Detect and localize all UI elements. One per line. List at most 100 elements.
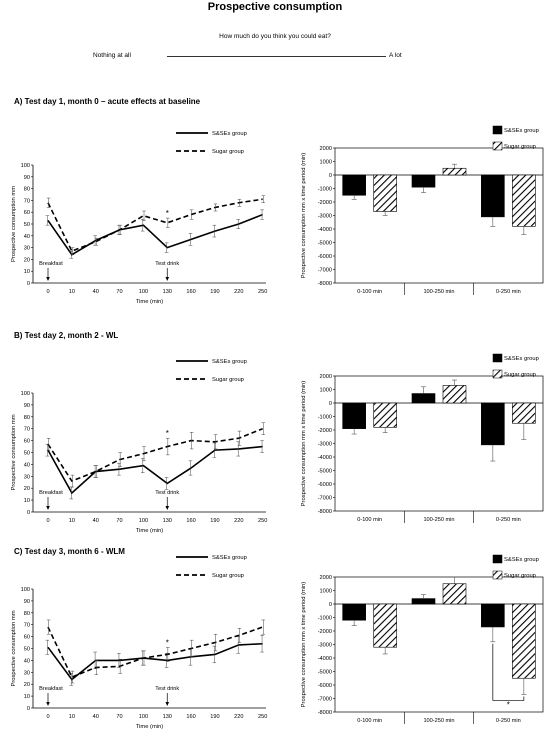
- x-tick-label: 0: [46, 714, 49, 720]
- sugar-bar: [512, 174, 536, 227]
- x-tick-label: 100: [139, 289, 148, 295]
- x-tick-label: 250: [258, 289, 267, 295]
- y-tick-label: 10: [24, 269, 30, 275]
- legend-label: S&SEs group: [504, 557, 539, 563]
- s-ses-bar: [481, 603, 505, 628]
- y-axis-label: Prospective consumption mm x time period…: [301, 381, 307, 507]
- x-tick-label: 100: [139, 714, 148, 720]
- y-tick-label: -1000: [318, 415, 332, 421]
- y-tick-label: 20: [24, 682, 30, 688]
- s-ses-bar: [411, 598, 436, 605]
- y-tick-label: 50: [24, 451, 30, 457]
- x-tick-label: 130: [163, 714, 172, 720]
- s-ses-bar: [481, 174, 505, 218]
- y-tick-label: 40: [24, 462, 30, 468]
- x-tick-label: 70: [116, 518, 122, 524]
- y-tick-label: -2000: [318, 428, 332, 434]
- category-label: 0-100 min: [357, 718, 382, 724]
- x-tick-label: 40: [93, 289, 99, 295]
- vas-right-anchor: A lot: [389, 52, 402, 59]
- x-tick-label: 220: [234, 289, 243, 295]
- sugar-bar: [442, 385, 467, 404]
- y-tick-label: 80: [24, 415, 30, 421]
- x-tick-label: 160: [186, 518, 195, 524]
- y-tick-label: -4000: [318, 227, 332, 233]
- x-tick-label: 10: [69, 518, 75, 524]
- marker-arrowhead: [46, 702, 50, 706]
- figure-title: Prospective consumption: [207, 1, 343, 13]
- y-tick-label: -1000: [318, 187, 332, 193]
- y-tick-label: 90: [24, 403, 30, 409]
- y-tick-label: -3000: [318, 214, 332, 220]
- legend-label: S&SEs group: [504, 356, 539, 362]
- marker-label: Test drink: [155, 261, 179, 267]
- y-tick-label: -3000: [318, 442, 332, 448]
- x-tick-label: 70: [116, 289, 122, 295]
- sugar-bar: [442, 583, 467, 605]
- x-tick-label: 250: [258, 714, 267, 720]
- marker-arrowhead: [165, 702, 170, 706]
- y-tick-label: -3000: [318, 643, 332, 649]
- x-tick-label: 220: [234, 714, 243, 720]
- y-tick-label: -6000: [318, 254, 332, 260]
- y-tick-label: -6000: [318, 683, 332, 689]
- y-axis-label: Prospective consumption mm x time period…: [301, 153, 307, 279]
- marker-arrowhead: [46, 277, 50, 281]
- sugar-bar: [512, 402, 536, 424]
- legend-label: Sugar group: [504, 573, 536, 579]
- y-tick-label: 40: [24, 658, 30, 664]
- y-tick-label: 2000: [320, 146, 332, 152]
- category-label: 0-250 min: [496, 517, 521, 523]
- vas-question: How much do you think you could eat?: [219, 33, 331, 40]
- legend-label: S&SEs group: [212, 359, 247, 365]
- x-tick-label: 160: [186, 714, 195, 720]
- sugar-bar: [512, 603, 536, 679]
- significance-star: *: [507, 700, 510, 709]
- y-tick-label: 20: [24, 486, 30, 492]
- legend-label: Sugar group: [212, 149, 244, 155]
- category-label: 100-250 min: [423, 718, 454, 724]
- y-tick-label: 0: [329, 401, 332, 407]
- s-ses-bar: [411, 393, 436, 404]
- y-tick-label: -7000: [318, 268, 332, 274]
- sugar-bar: [373, 603, 397, 648]
- y-tick-label: 0: [27, 281, 30, 287]
- y-axis-label: Prospective consumption mm: [11, 610, 17, 686]
- x-tick-label: 160: [186, 289, 195, 295]
- y-tick-label: 1000: [320, 388, 332, 394]
- y-tick-label: 60: [24, 439, 30, 445]
- x-tick-label: 0: [46, 289, 49, 295]
- legend-label: Sugar group: [212, 377, 244, 383]
- s-ses-bar: [481, 402, 505, 446]
- s-ses-bar: [342, 174, 366, 196]
- x-tick-label: 130: [163, 289, 172, 295]
- y-tick-label: 100: [21, 391, 30, 397]
- y-tick-label: 2000: [320, 374, 332, 380]
- y-tick-label: 1000: [320, 160, 332, 166]
- sugar-bar: [373, 402, 397, 428]
- y-tick-label: -5000: [318, 469, 332, 475]
- legend-label: S&SEs group: [504, 128, 539, 134]
- panel-b-title: B) Test day 2, month 2 - WL: [14, 331, 119, 340]
- y-tick-label: 80: [24, 187, 30, 193]
- sugar-series-line: [47, 626, 263, 679]
- y-tick-label: -8000: [318, 710, 332, 716]
- y-tick-label: 70: [24, 427, 30, 433]
- marker-label: Test drink: [155, 490, 179, 496]
- x-tick-label: 190: [210, 518, 219, 524]
- y-tick-label: 50: [24, 222, 30, 228]
- y-tick-label: 40: [24, 234, 30, 240]
- x-axis-label: Time (min): [136, 724, 164, 730]
- y-tick-label: 50: [24, 647, 30, 653]
- sugar-bar: [373, 174, 397, 212]
- category-label: 100-250 min: [423, 289, 454, 295]
- y-tick-label: 10: [24, 498, 30, 504]
- y-tick-label: 70: [24, 198, 30, 204]
- vas-left-anchor: Nothing at all: [93, 52, 131, 59]
- legend-label: Sugar group: [504, 372, 536, 378]
- plot-frame: [334, 375, 544, 512]
- y-tick-label: -8000: [318, 509, 332, 515]
- y-tick-label: -5000: [318, 241, 332, 247]
- y-tick-label: 30: [24, 670, 30, 676]
